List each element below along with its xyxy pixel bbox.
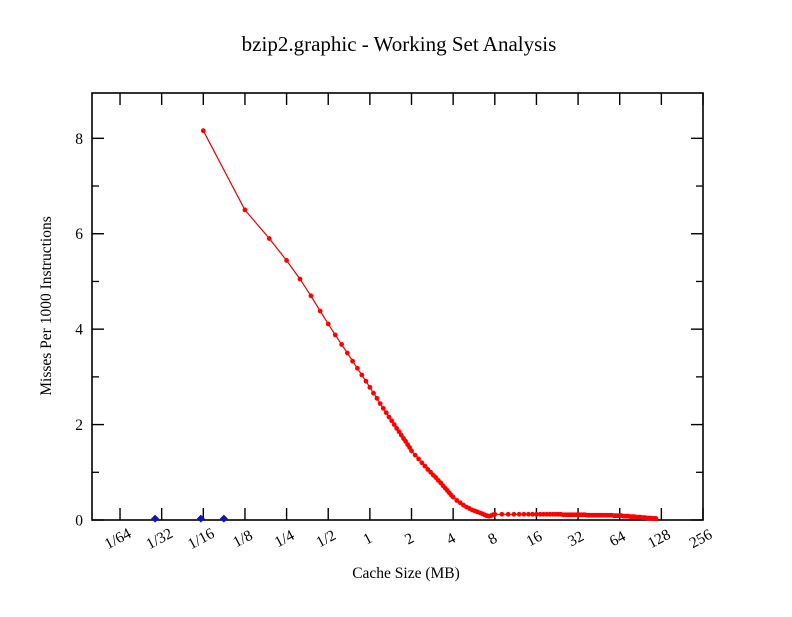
miss-rate-curve-marker [371, 390, 376, 396]
miss-rate-curve-marker [308, 293, 314, 299]
miss-rate-curve-marker [386, 414, 392, 420]
miss-rate-curve-marker [537, 511, 543, 517]
working-set-markers-marker [219, 514, 228, 523]
axis-ticks: 1/64 1/32 1/16 1/8 1/4 1/2 1 2 4 8 16 32 64 128 256 0 2 4… [75, 93, 715, 553]
x-tick-label: 1/64 [102, 525, 135, 553]
miss-rate-curve-marker [317, 308, 323, 314]
x-axis-title: Cache Size (MB) [352, 565, 460, 582]
miss-rate-curve-marker [377, 401, 383, 406]
x-tick-label: 1 [360, 530, 375, 549]
x-tick-label: 1/8 [230, 527, 256, 551]
y-tick-label: 6 [75, 226, 83, 243]
y-tick-label: 4 [75, 322, 83, 339]
miss-rate-curve-marker [511, 511, 517, 517]
miss-rate-curve-marker [499, 511, 505, 517]
miss-rate-curve-marker [422, 463, 428, 469]
x-tick-label: 1/16 [185, 525, 218, 553]
x-tick-label: 4 [444, 530, 459, 549]
miss-rate-curve-marker [391, 422, 397, 427]
miss-rate-curve-marker [530, 511, 535, 517]
y-axis-title: Misses Per 1000 Instructions [38, 216, 55, 396]
x-tick-label: 64 [607, 528, 629, 550]
miss-rate-curve-marker [526, 511, 531, 517]
miss-rate-curve-marker [200, 128, 206, 134]
miss-rate-curve-marker [409, 448, 414, 454]
x-tick-label: 256 [687, 526, 716, 552]
miss-rate-curve-marker [416, 456, 421, 462]
working-set-markers-marker [151, 514, 160, 523]
miss-rate-curve-marker [332, 332, 338, 338]
miss-rate-curve-marker [412, 452, 418, 458]
miss-rate-curve-marker [242, 207, 248, 213]
miss-rate-curve-marker [454, 498, 460, 503]
chart-title: bzip2.graphic - Working Set Analysis [242, 32, 557, 56]
miss-rate-curve-marker [383, 410, 389, 416]
miss-rate-curve-marker [297, 276, 303, 282]
miss-rate-curve-marker [367, 384, 373, 390]
plot-frame [91, 92, 704, 521]
miss-rate-curve-marker [374, 395, 380, 401]
miss-rate-curve-marker [354, 365, 360, 371]
miss-rate-curve-marker [419, 460, 425, 466]
miss-rate-curve-marker [505, 511, 511, 517]
miss-rate-curve-marker [380, 405, 386, 411]
x-tick-label: 2 [402, 530, 417, 549]
miss-rate-curve-marker [359, 372, 365, 378]
miss-rate-curve-line [202, 130, 656, 520]
miss-rate-curve-series [200, 128, 659, 521]
x-tick-label: 8 [485, 530, 500, 549]
miss-rate-curve-marker [344, 350, 350, 356]
miss-rate-curve-marker [350, 358, 355, 364]
y-tick-label: 8 [75, 131, 83, 148]
y-tick-label: 2 [75, 417, 83, 434]
y-tick-label: 0 [75, 513, 83, 530]
data-series [151, 128, 659, 523]
miss-rate-curve-marker [363, 378, 369, 384]
x-tick-label: 1/2 [313, 527, 338, 551]
x-tick-label: 128 [645, 526, 674, 552]
miss-rate-curve-marker [325, 321, 331, 327]
miss-rate-curve-marker [339, 342, 345, 347]
miss-rate-curve-marker [389, 418, 395, 424]
miss-rate-curve-marker [521, 511, 527, 517]
working-set-markers-marker [196, 514, 205, 523]
miss-rate-curve-marker [653, 516, 659, 521]
x-tick-label: 32 [565, 528, 587, 550]
x-tick-label: 16 [523, 528, 545, 550]
miss-rate-curve-marker [492, 511, 498, 517]
x-tick-label: 1/32 [143, 525, 175, 553]
miss-rate-curve-marker [394, 425, 400, 431]
miss-rate-curve-marker [266, 236, 272, 241]
plot-border [91, 92, 704, 521]
miss-rate-curve-marker [534, 511, 539, 517]
x-tick-label: 1/4 [272, 527, 298, 551]
miss-rate-curve-marker [450, 494, 456, 500]
miss-rate-curve-marker [516, 511, 522, 517]
miss-rate-curve-marker [284, 258, 289, 263]
working-set-markers-series [151, 514, 228, 523]
